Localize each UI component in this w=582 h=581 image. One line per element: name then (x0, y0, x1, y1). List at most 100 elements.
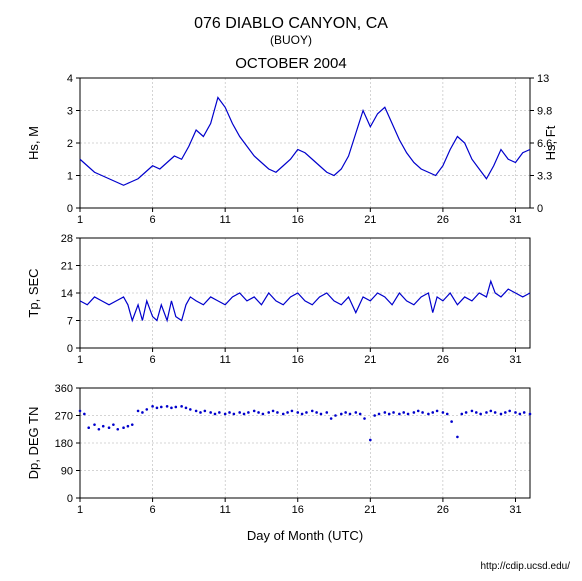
data-point (369, 439, 372, 442)
data-point (330, 417, 333, 420)
data-point (349, 413, 352, 416)
data-point (485, 411, 488, 414)
y2-tick-label: 13 (537, 73, 549, 85)
data-point (170, 407, 173, 410)
y-tick-label: 4 (67, 73, 73, 85)
data-point (291, 410, 294, 413)
y-tick-label: 0 (67, 203, 73, 215)
data-point (421, 411, 424, 414)
data-point (272, 410, 275, 413)
y2-axis-label: Hs, Ft (543, 125, 558, 160)
data-point (87, 426, 90, 429)
data-point (378, 413, 381, 416)
x-tick-label: 21 (364, 354, 376, 366)
data-point (504, 411, 507, 414)
data-point (479, 413, 482, 416)
data-point (175, 406, 178, 409)
y-tick-label: 21 (61, 261, 73, 273)
y-tick-label: 1 (67, 171, 73, 183)
data-point (151, 405, 154, 408)
data-point (407, 413, 410, 416)
data-point (160, 406, 163, 409)
data-point (195, 410, 198, 413)
data-point (413, 411, 416, 414)
y-axis-label: Hs, M (26, 126, 41, 160)
x-tick-label: 16 (292, 214, 304, 226)
y-tick-label: 180 (55, 438, 73, 450)
data-point (450, 420, 453, 423)
data-point (305, 411, 308, 414)
data-point (359, 413, 362, 416)
y-axis-label: Tp, SEC (26, 268, 41, 317)
data-point (131, 423, 134, 426)
data-point (311, 410, 314, 413)
data-point (83, 413, 86, 416)
data-point (108, 426, 111, 429)
data-point (93, 423, 96, 426)
data-point (112, 423, 115, 426)
data-point (301, 413, 304, 416)
data-point (233, 413, 236, 416)
x-tick-label: 26 (437, 354, 449, 366)
data-point (228, 411, 231, 414)
y-tick-label: 2 (67, 138, 73, 150)
data-point (344, 411, 347, 414)
x-tick-label: 31 (509, 354, 521, 366)
footer-url: http://cdip.ucsd.edu/ (480, 561, 570, 572)
x-tick-label: 26 (437, 214, 449, 226)
title-main: 076 DIABLO CANYON, CA (194, 15, 388, 32)
data-point (257, 411, 260, 414)
data-point (141, 411, 144, 414)
x-tick-label: 1 (77, 354, 83, 366)
data-point (185, 407, 188, 410)
data-point (267, 411, 270, 414)
data-point (204, 410, 207, 413)
y-tick-label: 360 (55, 383, 73, 395)
data-point (166, 405, 169, 408)
data-point (116, 428, 119, 431)
data-point (334, 414, 337, 417)
x-tick-label: 1 (77, 504, 83, 516)
y-tick-label: 90 (61, 466, 73, 478)
x-tick-label: 11 (219, 504, 230, 516)
data-point (325, 411, 328, 414)
data-point (276, 411, 279, 414)
data-point (384, 411, 387, 414)
title-sub: (BUOY) (270, 33, 312, 47)
data-point (436, 410, 439, 413)
data-point (79, 410, 82, 413)
data-point (529, 413, 532, 416)
x-tick-label: 6 (150, 354, 156, 366)
data-point (137, 410, 140, 413)
data-point (156, 407, 159, 410)
data-point (243, 413, 246, 416)
data-point (355, 411, 358, 414)
data-point (494, 411, 497, 414)
y-tick-label: 28 (61, 233, 73, 245)
data-point (471, 410, 474, 413)
data-point (122, 426, 125, 429)
y-tick-label: 0 (67, 493, 73, 505)
x-tick-label: 26 (437, 504, 449, 516)
x-tick-label: 16 (292, 504, 304, 516)
x-tick-label: 31 (509, 214, 521, 226)
data-point (456, 436, 459, 439)
data-point (475, 411, 478, 414)
x-tick-label: 21 (364, 214, 376, 226)
y-tick-label: 0 (67, 343, 73, 355)
data-point (199, 411, 202, 414)
data-point (523, 411, 526, 414)
data-point (392, 411, 395, 414)
x-tick-label: 21 (364, 504, 376, 516)
x-tick-label: 31 (509, 504, 521, 516)
data-point (320, 413, 323, 416)
data-point (209, 411, 212, 414)
data-point (427, 413, 430, 416)
x-tick-label: 6 (150, 214, 156, 226)
data-point (508, 410, 511, 413)
data-point (402, 411, 405, 414)
data-point (296, 411, 299, 414)
data-point (189, 408, 192, 411)
data-point (282, 413, 285, 416)
x-tick-label: 11 (219, 354, 230, 366)
